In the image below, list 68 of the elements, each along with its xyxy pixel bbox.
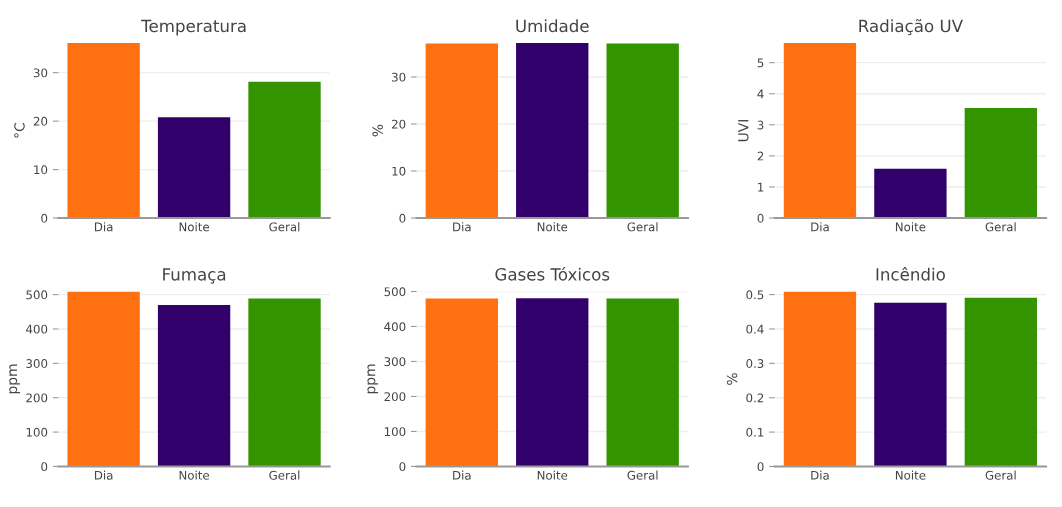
x-tick-label: Noite (537, 222, 568, 232)
x-tick-label: Noite (895, 222, 926, 232)
y-tick-label: 10 (34, 165, 48, 175)
x-tick-label: Dia (94, 470, 113, 480)
chart-title: Incêndio (876, 267, 945, 281)
x-tick-label: Noite (179, 470, 210, 480)
y-tick-label: 0.3 (746, 359, 764, 368)
y-tick-label: 3 (757, 120, 764, 130)
y-axis-title: °C (14, 122, 25, 138)
chart-title: Umidade (516, 19, 589, 33)
x-tick-label: Noite (895, 470, 926, 480)
y-axis-title: ppm (9, 364, 20, 394)
x-tick-label: Geral (627, 222, 658, 232)
y-axis-title: % (726, 373, 738, 385)
bar (964, 108, 1038, 219)
y-tick-label: 0 (757, 213, 764, 223)
x-tick-label: Geral (627, 470, 658, 480)
y-tick-label: 2 (757, 151, 764, 161)
y-tick-label: 30 (392, 72, 406, 82)
y-tick-label: 0.2 (746, 393, 764, 403)
y-tick-label: 0 (41, 213, 48, 223)
y-tick-label: 300 (384, 357, 406, 367)
y-tick-label: 1 (758, 182, 764, 192)
chart-title: Radiação UV (859, 19, 963, 36)
y-tick-label: 500 (26, 290, 48, 300)
y-tick-label: 200 (384, 392, 406, 402)
bar (248, 81, 321, 219)
bar (157, 117, 231, 219)
x-tick-label: Dia (94, 222, 113, 232)
y-tick-label: 400 (26, 324, 48, 334)
x-tick-label: Dia (811, 470, 829, 480)
y-tick-label: 0.1 (746, 427, 764, 437)
y-tick-label: 30 (33, 68, 48, 78)
y-tick-label: 0.4 (746, 324, 764, 334)
y-tick-label: 400 (384, 322, 406, 332)
chart-title: Fumaça (163, 268, 226, 284)
y-axis-title: ppm (367, 364, 379, 394)
x-tick-label: Dia (811, 222, 829, 232)
x-tick-label: Geral (985, 222, 1016, 232)
y-axis-title: % (372, 124, 383, 137)
chart-title: Gases Tóxicos (495, 267, 610, 281)
y-tick-label: 20 (33, 116, 48, 126)
y-tick-label: 200 (26, 393, 48, 403)
x-tick-label: Geral (985, 470, 1016, 480)
y-tick-label: 4 (757, 89, 764, 99)
y-tick-label: 20 (392, 119, 406, 129)
y-tick-label: 300 (26, 359, 48, 368)
x-tick-label: Geral (269, 470, 300, 480)
y-tick-label: 500 (384, 287, 406, 297)
y-tick-label: 100 (384, 427, 406, 437)
x-tick-label: Geral (269, 222, 300, 232)
y-axis-title: UVI (738, 120, 749, 142)
x-tick-label: Noite (537, 470, 568, 480)
bar (67, 43, 140, 219)
y-tick-label: 0 (41, 462, 48, 472)
bar (783, 43, 857, 219)
y-tick-label: 10 (392, 166, 406, 176)
x-tick-label: Dia (453, 470, 471, 480)
y-tick-label: 100 (26, 427, 48, 437)
y-tick-label: 5 (757, 58, 764, 68)
y-tick-label: 0 (399, 462, 406, 472)
y-tick-label: 0 (757, 462, 764, 472)
chart-title: Temperatura (141, 19, 246, 36)
bar (874, 168, 947, 219)
x-tick-label: Dia (453, 222, 471, 232)
x-tick-label: Noite (179, 222, 210, 232)
y-tick-label: 0 (399, 213, 406, 223)
y-tick-label: 0.5 (746, 290, 764, 300)
